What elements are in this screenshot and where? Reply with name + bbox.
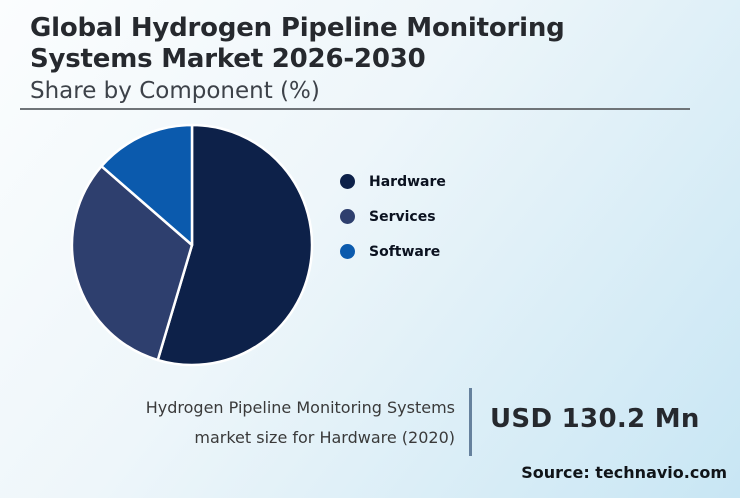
market-size-value: USD 130.2 Mn [490,404,700,434]
pie-chart-container [70,123,314,367]
legend-item-services: Services [340,208,446,225]
pie-slice-hardware [156,123,314,367]
legend-label-software: Software [369,243,441,260]
pie-slice-software [100,123,194,247]
legend-label-hardware: Hardware [369,173,446,190]
header-divider [20,108,690,110]
source-attribution: Source: technavio.com [521,463,727,482]
hardware-color-dot-icon [340,174,355,189]
page-title: Global Hydrogen Pipeline Monitoring Syst… [30,13,565,74]
pie-chart [70,123,314,367]
pie-slice-services [70,164,194,362]
legend-item-hardware: Hardware [340,173,446,190]
chart-legend: Hardware Services Software [340,174,446,279]
software-color-dot-icon [340,244,355,259]
caption-line-2: market size for Hardware (2020) [194,428,455,447]
page-subtitle: Share by Component (%) [30,78,320,104]
caption-line-1: Hydrogen Pipeline Monitoring Systems [145,398,455,417]
legend-label-services: Services [369,208,436,225]
caption-divider [469,388,472,456]
legend-item-software: Software [340,243,446,260]
services-color-dot-icon [340,209,355,224]
